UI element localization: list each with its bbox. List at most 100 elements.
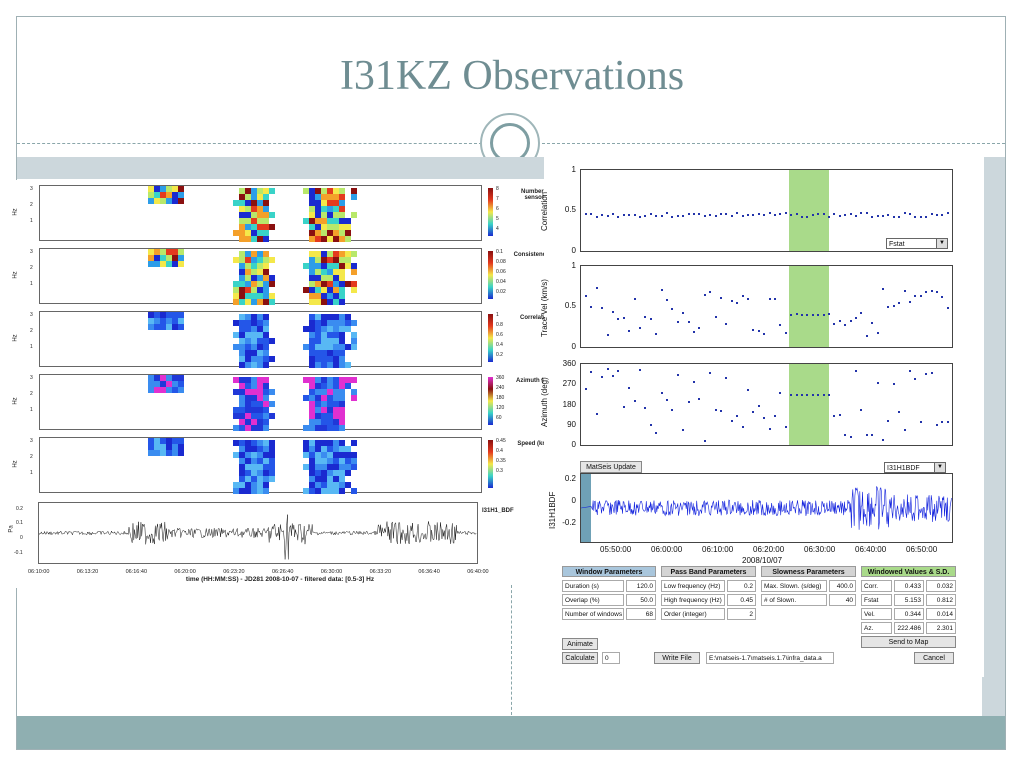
spectrogram-cell — [333, 236, 339, 242]
spectrogram-cell — [233, 299, 239, 305]
spectrogram-cell — [345, 224, 351, 230]
matseis-update-button[interactable]: MatSeis Update — [580, 461, 642, 473]
spectrogram-cell — [154, 312, 160, 318]
spectrogram-cell — [257, 287, 263, 293]
cancel-button[interactable]: Cancel — [914, 652, 954, 664]
spectrogram-cell — [172, 324, 178, 330]
data-point — [828, 215, 830, 218]
colorbar-tick: 0.3 — [496, 468, 503, 474]
data-point — [779, 324, 782, 327]
spectrogram-cell — [321, 401, 327, 407]
spectrogram-cell — [309, 293, 315, 299]
data-point — [714, 215, 717, 218]
spectrogram-cell — [339, 419, 345, 425]
channel-dropdown[interactable]: I31H1BDF ▼ — [884, 462, 946, 473]
spectrogram-cell — [327, 440, 333, 446]
spectrogram-cell — [148, 324, 154, 330]
spectrogram-cell — [339, 293, 345, 299]
spectrogram-cell — [339, 218, 345, 224]
panel-label: Azimuth (deg) — [516, 378, 556, 384]
calculate-button[interactable]: Calculate — [562, 652, 598, 664]
spectrogram-cell — [315, 452, 321, 458]
data-point — [639, 368, 641, 371]
spectrogram-cell — [333, 407, 339, 413]
spectrogram-cell — [269, 338, 275, 344]
data-point — [876, 332, 879, 335]
spectrogram-cell — [321, 326, 327, 332]
spectrogram-cell — [327, 269, 333, 275]
spectrogram-cell — [315, 332, 321, 338]
spectrogram-cell — [327, 413, 333, 419]
data-point — [752, 214, 755, 217]
colorbar-tick: 180 — [496, 395, 505, 401]
spectrogram-cell — [239, 257, 245, 263]
duration-field[interactable]: 120.0 — [626, 580, 656, 592]
spectrogram-cell — [309, 206, 315, 212]
data-point — [666, 212, 668, 215]
spectrogram-cell — [339, 269, 345, 275]
spectrogram-cell — [154, 387, 160, 393]
num-slowness-field[interactable]: 40 — [829, 594, 856, 606]
spectrogram-cell — [303, 488, 309, 494]
spectrogram-cell — [251, 413, 257, 419]
spectrogram-cell — [239, 230, 245, 236]
stat-dropdown[interactable]: Fstat ▼ — [886, 238, 948, 249]
data-point — [774, 213, 776, 216]
panel-y-label: Hz — [12, 271, 19, 279]
low-freq-field[interactable]: 0.2 — [727, 580, 756, 592]
file-path-field[interactable]: E:\matseis-1.7\matseis.1.7\infra_data.a — [706, 652, 834, 664]
chevron-down-icon[interactable]: ▼ — [936, 239, 947, 248]
x-axis-tick: 06:30:00 — [804, 545, 836, 554]
spectrogram-cell — [257, 218, 263, 224]
spectrogram-cell — [178, 186, 184, 192]
spectrogram-cell — [263, 425, 269, 431]
spectrogram-cell — [178, 324, 184, 330]
spectrogram-cell — [245, 251, 251, 257]
max-slowness-field[interactable]: 400.0 — [829, 580, 856, 592]
slide-title: I31KZ Observations — [339, 53, 685, 99]
spectrogram-cell — [257, 458, 263, 464]
send-to-map-button[interactable]: Send to Map — [861, 636, 956, 648]
data-point — [595, 287, 598, 290]
order-field[interactable]: 2 — [727, 608, 756, 620]
spectrogram-cell — [309, 407, 315, 413]
high-freq-field[interactable]: 0.45 — [727, 594, 756, 606]
spectrogram-cell — [251, 452, 257, 458]
az-label: Az. — [861, 622, 892, 634]
spectrogram-cell — [239, 320, 245, 326]
spectrogram-cell — [327, 332, 333, 338]
animate-button[interactable]: Animate — [562, 638, 598, 650]
data-point — [882, 215, 884, 218]
data-point — [752, 410, 755, 413]
spectrogram-cell — [233, 413, 239, 419]
data-point — [790, 314, 793, 317]
spectrogram-cell — [321, 275, 327, 281]
spectrogram-cell — [239, 419, 245, 425]
spectrogram-cell — [321, 452, 327, 458]
spectrogram-cell — [239, 332, 245, 338]
spectrogram-cell — [321, 425, 327, 431]
corr-ytick: 0.5 — [564, 205, 576, 214]
write-file-button[interactable]: Write File — [654, 652, 700, 664]
spectrogram-cell — [251, 377, 257, 383]
spectrogram-cell — [309, 425, 315, 431]
spectrogram-cell — [239, 395, 245, 401]
spectrogram-cell — [333, 269, 339, 275]
left-x-tick: 06:13:20 — [76, 569, 99, 575]
spectrogram-cell — [333, 230, 339, 236]
spectrogram-axes — [39, 185, 482, 242]
spectrogram-cell — [339, 287, 345, 293]
chevron-down-icon[interactable]: ▼ — [934, 463, 945, 472]
data-point — [887, 306, 890, 309]
spectrogram-cell — [269, 458, 275, 464]
left-x-tick: 06:33:20 — [369, 569, 392, 575]
overlap-field[interactable]: 50.0 — [626, 594, 656, 606]
data-point — [838, 414, 841, 416]
spectrogram-cell — [309, 452, 315, 458]
spectrogram-cell — [233, 230, 239, 236]
spectrogram-cell — [166, 450, 172, 456]
spectrogram-cell — [309, 194, 315, 200]
data-point — [585, 295, 587, 298]
data-point — [628, 213, 631, 216]
spectrogram-cell — [154, 381, 160, 387]
